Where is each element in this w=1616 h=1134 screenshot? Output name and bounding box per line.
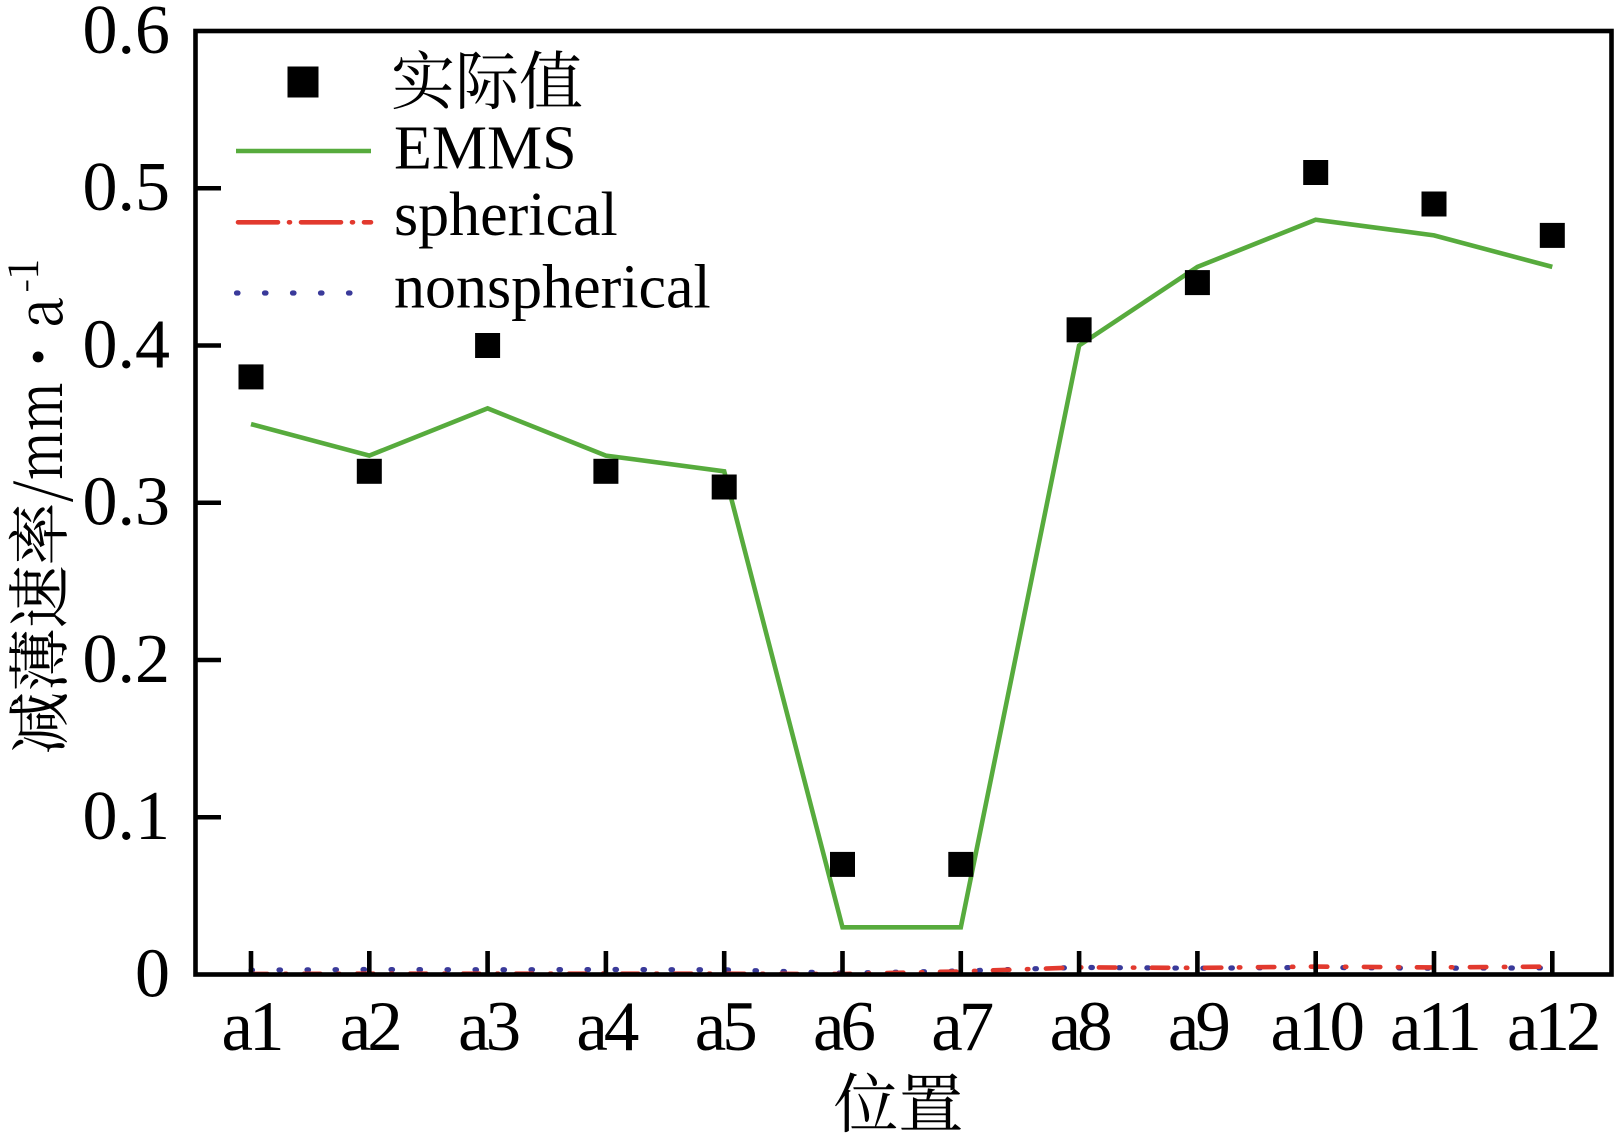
svg-text:a4: a4 [576, 988, 639, 1066]
svg-text:a12: a12 [1507, 988, 1598, 1066]
svg-text:0.2: 0.2 [83, 621, 171, 698]
svg-text:a6: a6 [813, 988, 875, 1066]
svg-text:a7: a7 [931, 988, 993, 1066]
svg-text:a11: a11 [1390, 988, 1478, 1066]
svg-text:a1: a1 [221, 988, 281, 1066]
svg-text:a10: a10 [1270, 988, 1362, 1066]
svg-text:0.5: 0.5 [83, 149, 171, 226]
svg-text:a3: a3 [458, 988, 519, 1066]
svg-text:0.1: 0.1 [83, 778, 171, 855]
svg-text:a5: a5 [695, 988, 756, 1066]
svg-text:a2: a2 [340, 988, 400, 1066]
svg-text:0: 0 [135, 936, 170, 1013]
svg-text:a8: a8 [1050, 988, 1111, 1066]
svg-text:0.4: 0.4 [83, 307, 171, 384]
svg-text:EMMS: EMMS [394, 115, 577, 183]
svg-text:nonspherical: nonspherical [394, 254, 711, 322]
svg-text:0.3: 0.3 [83, 464, 171, 541]
svg-text:0.6: 0.6 [83, 0, 171, 69]
svg-text:spherical: spherical [394, 181, 618, 249]
svg-text:a9: a9 [1168, 988, 1229, 1066]
